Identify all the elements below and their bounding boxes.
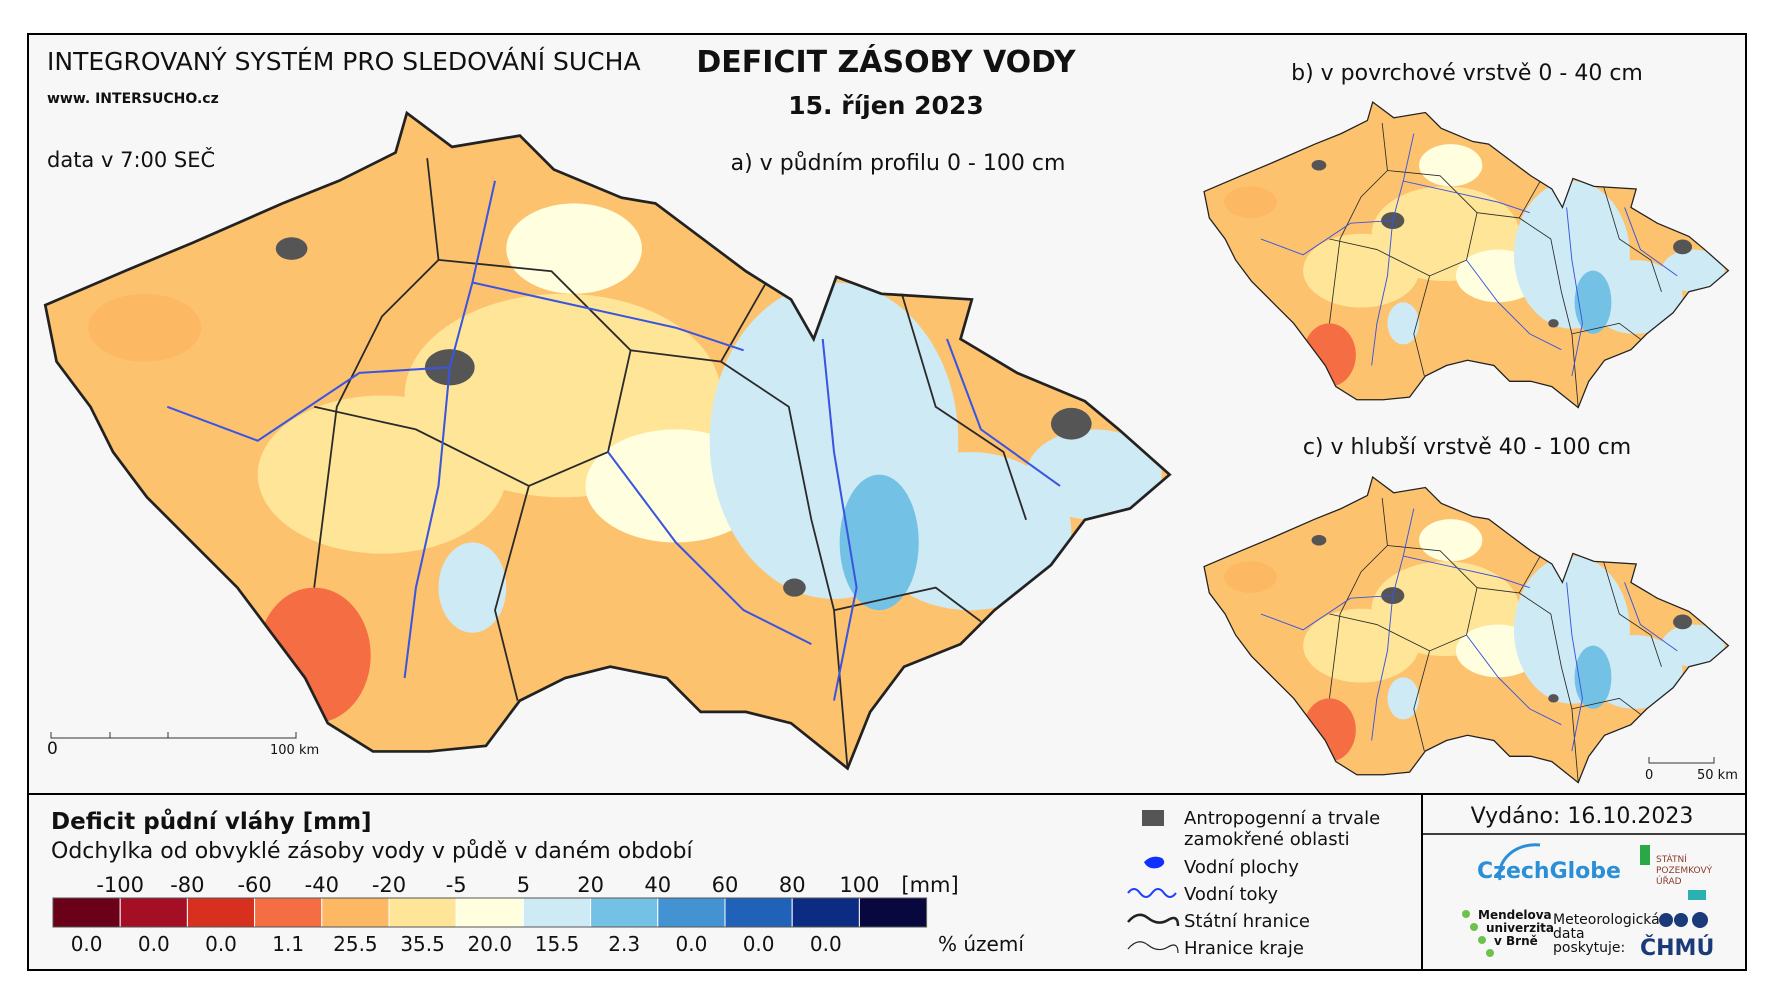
issued: Vydáno: 16.10.2023 bbox=[1471, 804, 1694, 829]
threshold-label: 60 bbox=[712, 873, 739, 897]
threshold-label: -20 bbox=[372, 873, 406, 897]
share-label: 15.5 bbox=[535, 932, 580, 956]
legend-swatch bbox=[657, 897, 726, 928]
legend-title: Deficit půdní vláhy [mm] bbox=[51, 808, 372, 835]
threshold-label: -40 bbox=[305, 873, 339, 897]
provider: poskytuje: bbox=[1553, 940, 1625, 956]
share-label: 0.0 bbox=[205, 932, 237, 956]
symbol-label: Antropogenní a trvale bbox=[1184, 808, 1380, 829]
logo-spu: POZEMKOVÝ bbox=[1656, 864, 1713, 876]
share-unit: % území bbox=[938, 932, 1025, 956]
share-label: 25.5 bbox=[333, 932, 378, 956]
threshold-label: 100 bbox=[839, 873, 879, 897]
logo-czechglobe: CzechGlobe bbox=[1477, 859, 1621, 884]
threshold-label: 40 bbox=[644, 873, 671, 897]
logo-mendelu-dots bbox=[1462, 910, 1494, 957]
provider: Meteorologická bbox=[1553, 912, 1660, 928]
threshold-label: -60 bbox=[237, 873, 271, 897]
urban-icon bbox=[1142, 810, 1164, 826]
region-icon bbox=[1127, 941, 1179, 954]
symbol-label: zamokřené oblasti bbox=[1184, 829, 1350, 850]
share-label: 0.0 bbox=[810, 932, 842, 956]
map-label: c) v hlubší vrstvě 40 - 100 cm bbox=[1303, 435, 1631, 460]
threshold-label: 80 bbox=[779, 873, 806, 897]
website: www. INTERSUCHO.cz bbox=[47, 91, 219, 107]
symbol-label: Vodní plochy bbox=[1184, 857, 1299, 878]
unit-label: [mm] bbox=[901, 873, 958, 897]
map-label: b) v povrchové vrstvě 0 - 40 cm bbox=[1291, 61, 1643, 86]
legend-swatch bbox=[254, 897, 323, 928]
logo-spu-mark bbox=[1688, 890, 1706, 900]
logo-chmu: ČHMÚ bbox=[1640, 935, 1714, 961]
water-icon bbox=[1144, 856, 1165, 869]
threshold-label: 20 bbox=[577, 873, 604, 897]
scale-bar bbox=[1648, 757, 1715, 764]
threshold-label: -100 bbox=[96, 873, 144, 897]
scale-label: 0 bbox=[1645, 768, 1653, 783]
legend-swatch bbox=[522, 897, 592, 928]
logo-arc bbox=[1497, 843, 1541, 881]
legend-outline bbox=[52, 897, 928, 928]
logo-spu: STÁTNÍ bbox=[1656, 853, 1687, 865]
threshold-label: -5 bbox=[446, 873, 467, 897]
legend-swatch bbox=[858, 897, 928, 928]
symbol-label: Hranice kraje bbox=[1184, 938, 1304, 959]
legend-scale: -100 -80 -60 -40 -20 -5 5 20 40 60 80 100 [mm] 0.0 0.0… bbox=[52, 873, 1025, 956]
border-icon bbox=[1127, 913, 1180, 927]
logo-mendelu: Mendelova bbox=[1478, 908, 1552, 922]
legend-swatch bbox=[455, 897, 524, 928]
river-icon bbox=[1127, 888, 1177, 898]
share-label: 2.3 bbox=[608, 932, 640, 956]
threshold-label: -80 bbox=[170, 873, 204, 897]
legend-swatch bbox=[119, 897, 188, 928]
system-name: INTEGROVANÝ SYSTÉM PRO SLEDOVÁNÍ SUCHA bbox=[47, 47, 641, 76]
share-label: 35.5 bbox=[400, 932, 445, 956]
logo-spu: ÚŘAD bbox=[1656, 875, 1682, 887]
legend-swatch bbox=[791, 897, 860, 928]
legend-subtitle: Odchylka od obvyklé zásoby vody v půdě v… bbox=[51, 839, 694, 864]
logo-mendelu: univerzita bbox=[1486, 921, 1554, 935]
date: 15. říjen 2023 bbox=[788, 91, 984, 120]
threshold-label: 5 bbox=[517, 873, 530, 897]
provider: data bbox=[1553, 926, 1585, 942]
data-time: data v 7:00 SEČ bbox=[47, 147, 215, 172]
symbol-label: Státní hranice bbox=[1184, 911, 1310, 932]
share-label: 0.0 bbox=[743, 932, 775, 956]
legend-swatch bbox=[590, 897, 659, 928]
legend-swatch bbox=[52, 897, 121, 928]
legend-swatch bbox=[724, 897, 793, 928]
legend-swatch bbox=[388, 897, 457, 928]
title: DEFICIT ZÁSOBY VODY bbox=[696, 44, 1077, 80]
logo-mendelu: v Brně bbox=[1494, 934, 1538, 948]
share-label: 1.1 bbox=[272, 932, 304, 956]
share-label: 0.0 bbox=[71, 932, 103, 956]
scale-bar bbox=[50, 732, 297, 739]
share-label: 20.0 bbox=[468, 932, 513, 956]
scale-label: 0 bbox=[47, 739, 58, 759]
scale-label: 100 km bbox=[270, 743, 319, 758]
symbol-label: Vodní toky bbox=[1184, 884, 1278, 905]
legend-swatch bbox=[321, 897, 390, 928]
share-label: 0.0 bbox=[138, 932, 170, 956]
share-label: 0.0 bbox=[675, 932, 707, 956]
logo-spu-mark bbox=[1640, 845, 1650, 865]
legend-swatch bbox=[186, 897, 256, 928]
logo-chmu-mark bbox=[1659, 912, 1708, 928]
map-label: a) v půdním profilu 0 - 100 cm bbox=[731, 151, 1066, 176]
scale-label: 50 km bbox=[1697, 768, 1738, 783]
